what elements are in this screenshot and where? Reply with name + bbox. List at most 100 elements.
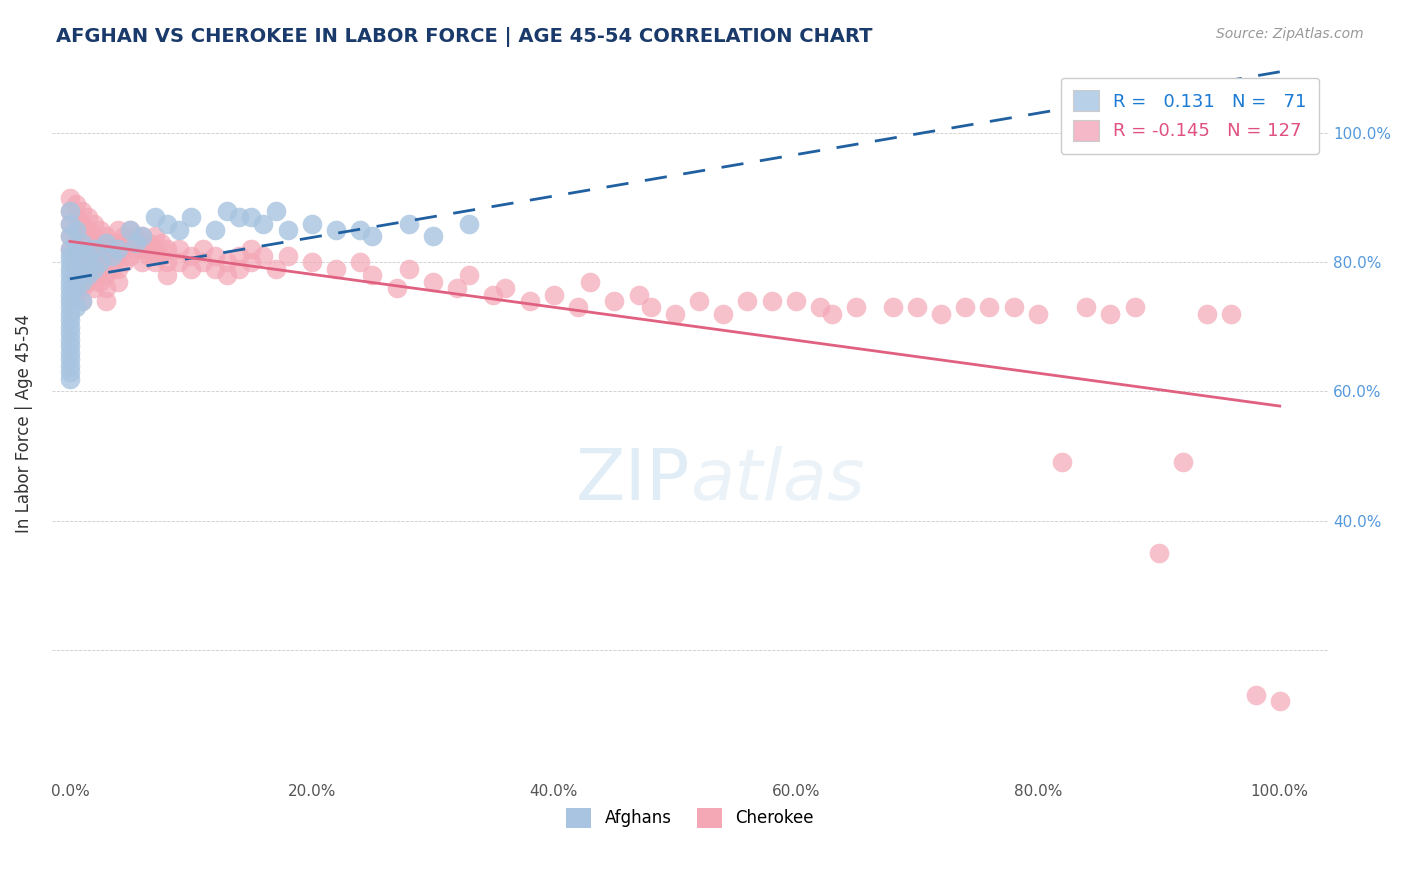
Point — [156, 243, 179, 257]
Point — [96, 243, 118, 257]
Point — [89, 235, 111, 250]
Point — [446, 281, 468, 295]
Point — [458, 217, 481, 231]
Point — [785, 293, 807, 308]
Point — [65, 287, 87, 301]
Point — [349, 255, 371, 269]
Point — [59, 243, 82, 257]
Point — [361, 229, 384, 244]
Point — [1197, 307, 1219, 321]
Point — [882, 301, 904, 315]
Point — [1244, 688, 1267, 702]
Point — [59, 203, 82, 218]
Legend: Afghans, Cherokee: Afghans, Cherokee — [560, 801, 820, 835]
Point — [1002, 301, 1025, 315]
Point — [59, 326, 82, 341]
Point — [204, 249, 226, 263]
Point — [149, 235, 172, 250]
Point — [77, 249, 100, 263]
Point — [59, 191, 82, 205]
Text: Source: ZipAtlas.com: Source: ZipAtlas.com — [1216, 27, 1364, 41]
Point — [70, 281, 93, 295]
Point — [264, 261, 287, 276]
Point — [301, 217, 323, 231]
Point — [59, 359, 82, 373]
Point — [77, 261, 100, 276]
Point — [711, 307, 734, 321]
Point — [664, 307, 686, 321]
Point — [101, 261, 124, 276]
Point — [89, 249, 111, 263]
Point — [59, 345, 82, 359]
Point — [905, 301, 928, 315]
Point — [65, 197, 87, 211]
Point — [89, 275, 111, 289]
Point — [112, 255, 135, 269]
Point — [59, 281, 82, 295]
Point — [70, 229, 93, 244]
Point — [167, 223, 190, 237]
Point — [422, 229, 444, 244]
Point — [398, 217, 420, 231]
Point — [808, 301, 831, 315]
Point — [640, 301, 662, 315]
Point — [1026, 307, 1049, 321]
Point — [398, 261, 420, 276]
Point — [101, 249, 124, 263]
Point — [1099, 307, 1122, 321]
Point — [228, 210, 250, 224]
Point — [59, 229, 82, 244]
Point — [167, 255, 190, 269]
Text: AFGHAN VS CHEROKEE IN LABOR FORCE | AGE 45-54 CORRELATION CHART: AFGHAN VS CHEROKEE IN LABOR FORCE | AGE … — [56, 27, 873, 46]
Point — [65, 223, 87, 237]
Point — [385, 281, 408, 295]
Point — [737, 293, 759, 308]
Point — [325, 261, 347, 276]
Point — [101, 249, 124, 263]
Point — [953, 301, 976, 315]
Point — [70, 255, 93, 269]
Point — [1171, 455, 1194, 469]
Point — [59, 333, 82, 347]
Point — [252, 249, 274, 263]
Point — [228, 249, 250, 263]
Point — [77, 275, 100, 289]
Point — [65, 249, 87, 263]
Point — [191, 243, 214, 257]
Point — [167, 243, 190, 257]
Point — [929, 307, 952, 321]
Point — [180, 261, 202, 276]
Point — [120, 249, 142, 263]
Point — [180, 210, 202, 224]
Point — [59, 287, 82, 301]
Point — [240, 255, 263, 269]
Point — [131, 229, 153, 244]
Point — [70, 293, 93, 308]
Point — [519, 293, 541, 308]
Point — [70, 243, 93, 257]
Point — [228, 261, 250, 276]
Point — [1123, 301, 1146, 315]
Point — [204, 261, 226, 276]
Point — [59, 203, 82, 218]
Point — [131, 255, 153, 269]
Point — [96, 268, 118, 282]
Point — [70, 275, 93, 289]
Point — [543, 287, 565, 301]
Point — [156, 268, 179, 282]
Point — [325, 223, 347, 237]
Point — [120, 223, 142, 237]
Point — [107, 249, 129, 263]
Point — [1220, 307, 1243, 321]
Point — [1076, 301, 1098, 315]
Point — [89, 255, 111, 269]
Point — [83, 281, 105, 295]
Point — [83, 261, 105, 276]
Point — [65, 235, 87, 250]
Point — [89, 261, 111, 276]
Point — [59, 307, 82, 321]
Point — [65, 243, 87, 257]
Point — [59, 261, 82, 276]
Point — [845, 301, 868, 315]
Point — [361, 268, 384, 282]
